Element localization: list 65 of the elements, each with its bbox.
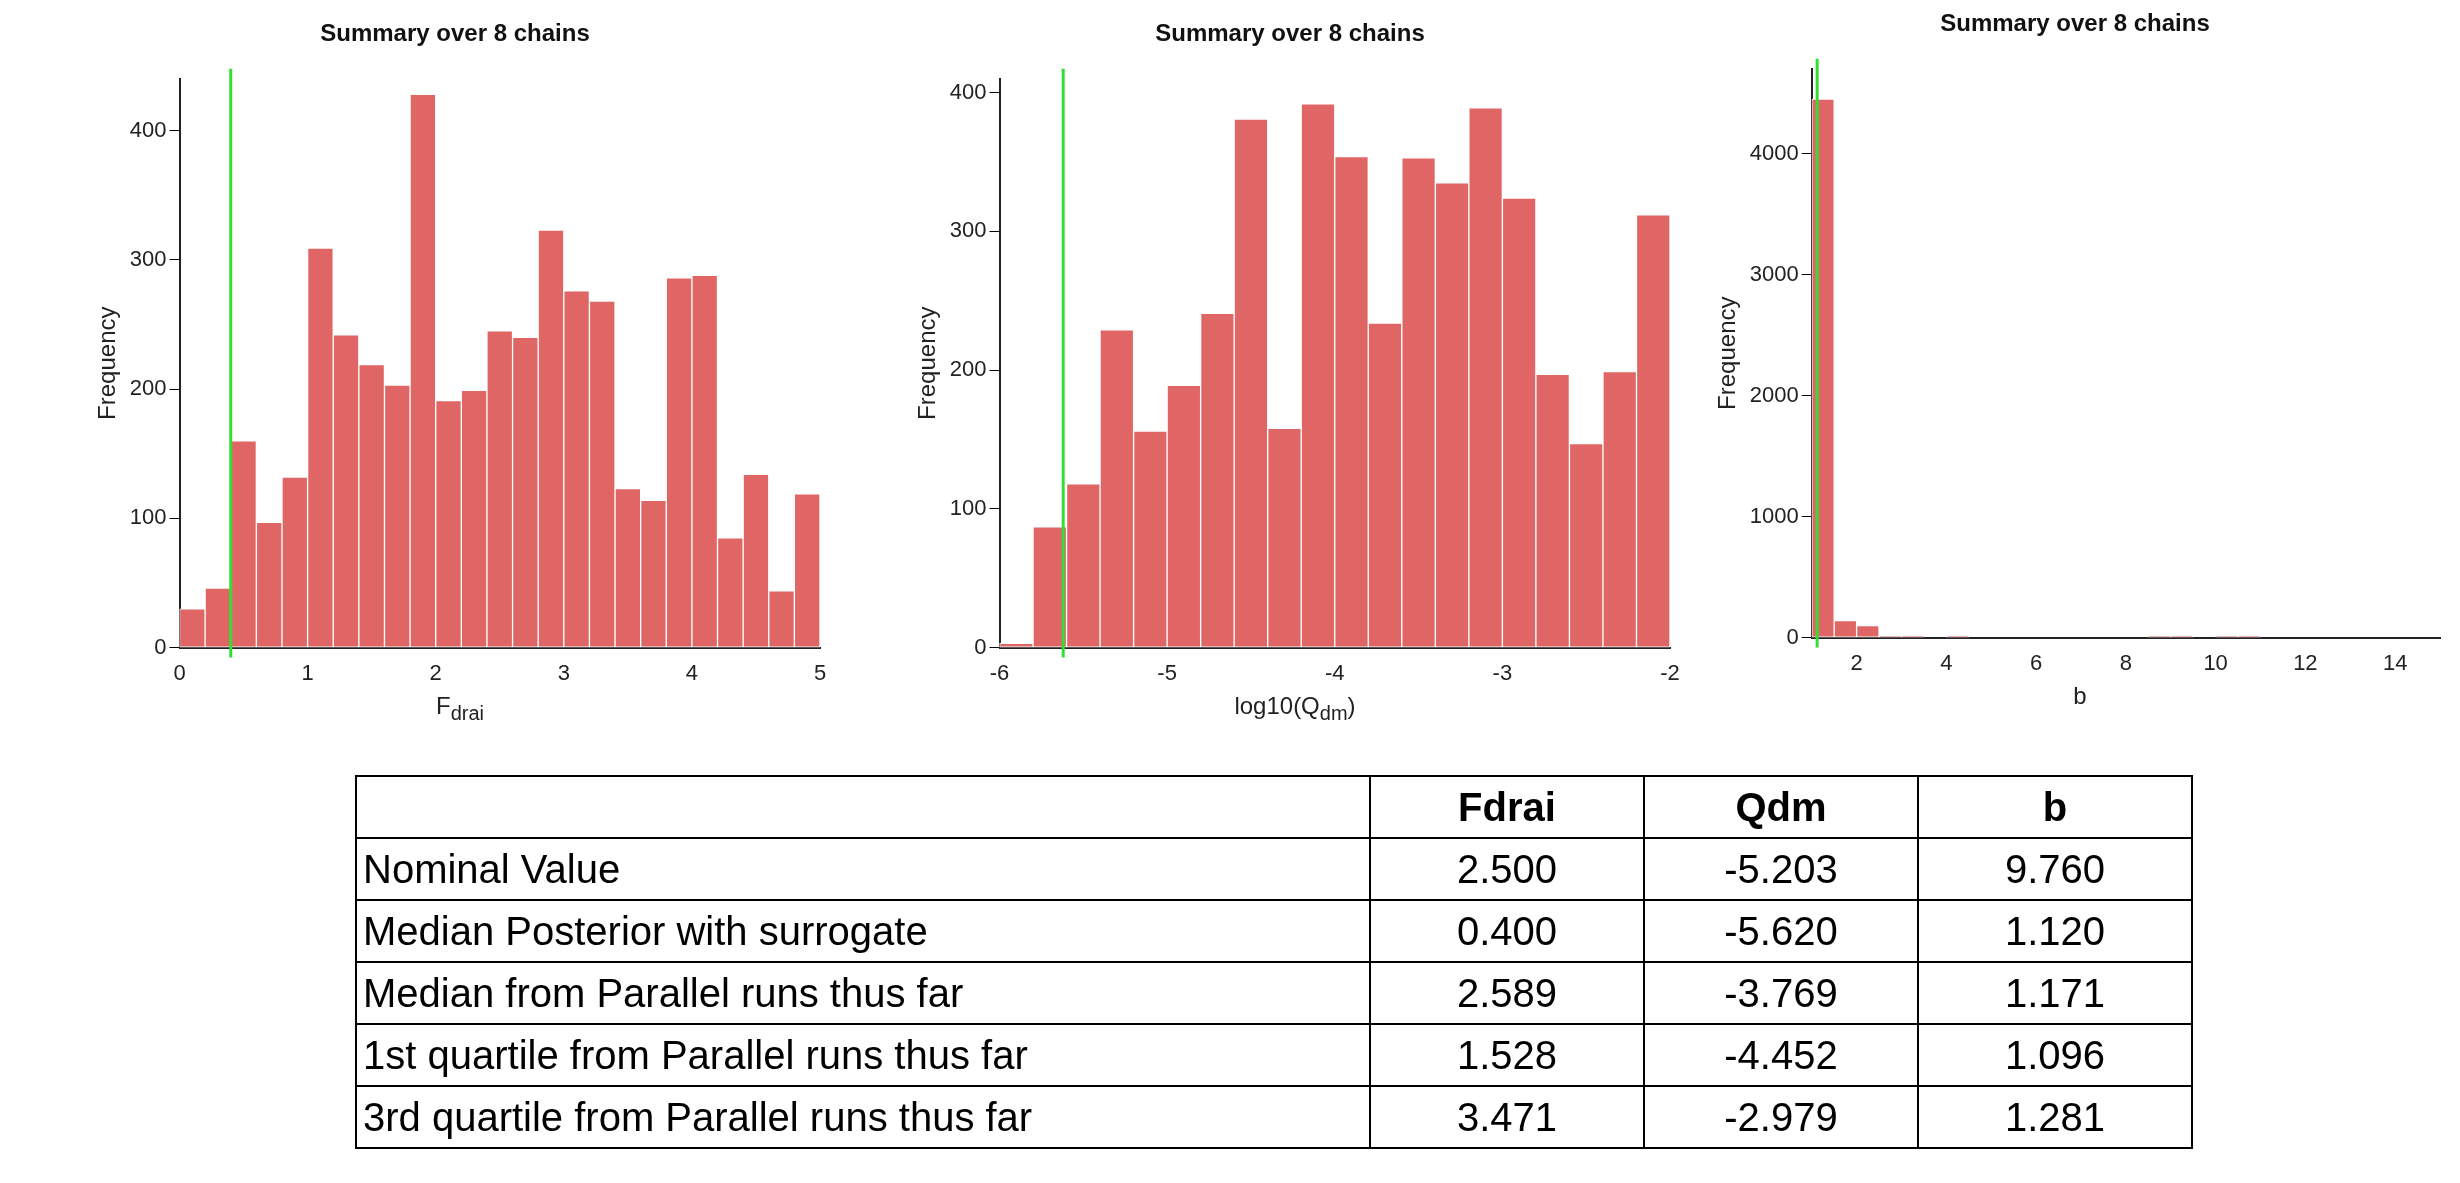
y-tick-label: 300 bbox=[129, 245, 167, 271]
x-tick-label: 5 bbox=[813, 659, 827, 685]
category-label: Qdm bbox=[1644, 776, 1918, 838]
text: 1.120 bbox=[2004, 908, 2106, 953]
text: 2.589 bbox=[1456, 970, 1558, 1015]
chart-title: Summary over 8 chains bbox=[1155, 19, 1425, 47]
y-axis-title: Frequency bbox=[913, 306, 941, 420]
y-tick-label: 200 bbox=[129, 375, 167, 401]
x-tick-label: 10 bbox=[2203, 649, 2228, 675]
text: -4.452 bbox=[1724, 1032, 1838, 1077]
category-label: Median from Parallel runs thus far bbox=[363, 970, 964, 1015]
y-tick-label: 0 bbox=[974, 633, 987, 659]
x-tick-label: -3 bbox=[1492, 659, 1513, 685]
y-tick-label: 2000 bbox=[1749, 381, 1799, 407]
category-label: 3rd quartile from Parallel runs thus far bbox=[363, 1094, 1033, 1139]
y-tick-label: 100 bbox=[949, 494, 987, 520]
x-axis-title: b bbox=[2072, 682, 2088, 710]
text: 0.400 bbox=[1456, 908, 1558, 953]
y-axis-title: Frequency bbox=[1713, 296, 1741, 410]
text: -2.979 bbox=[1724, 1094, 1838, 1139]
y-tick-label: 300 bbox=[949, 217, 987, 243]
chart-title: Summary over 8 chains bbox=[320, 19, 590, 47]
y-tick-label: 1000 bbox=[1749, 502, 1799, 528]
x-tick-label: -2 bbox=[1660, 659, 1680, 685]
x-tick-label: 4 bbox=[685, 659, 699, 685]
x-tick-label: 2 bbox=[429, 659, 442, 685]
text: 1.528 bbox=[1456, 1032, 1558, 1077]
text: -5.620 bbox=[1724, 908, 1838, 953]
text: 3.471 bbox=[1456, 1094, 1558, 1139]
text: 1.096 bbox=[2004, 1032, 2106, 1077]
text: -5.203 bbox=[1724, 846, 1838, 891]
x-tick-label: -4 bbox=[1324, 659, 1345, 685]
chart-title: Summary over 8 chains bbox=[1940, 9, 2210, 37]
category-label: Median Posterior with surrogate bbox=[363, 908, 928, 953]
category-label: b bbox=[1918, 776, 2192, 838]
x-tick-label: 3 bbox=[557, 659, 570, 685]
x-axis-title: F$_{drai}$ bbox=[435, 692, 485, 725]
category-label: Fdrai bbox=[1370, 776, 1644, 838]
y-tick-label: 400 bbox=[949, 78, 987, 104]
text: -3.769 bbox=[1724, 970, 1838, 1015]
y-tick-label: 0 bbox=[154, 633, 167, 659]
y-tick-label: 4000 bbox=[1749, 139, 1799, 165]
y-tick-label: 3000 bbox=[1749, 260, 1799, 286]
x-tick-label: 12 bbox=[2293, 649, 2318, 675]
text: 1.281 bbox=[2004, 1094, 2106, 1139]
x-tick-label: 1 bbox=[301, 659, 314, 685]
category-label: Nominal Value bbox=[363, 846, 621, 891]
x-tick-label: 4 bbox=[1940, 649, 1953, 675]
x-tick-label: 14 bbox=[2382, 649, 2408, 675]
y-tick-label: 200 bbox=[949, 356, 987, 382]
y-axis-title: Frequency bbox=[93, 306, 121, 420]
y-tick-label: 400 bbox=[129, 116, 167, 142]
x-tick-label: 6 bbox=[2029, 649, 2043, 675]
y-tick-label: 0 bbox=[1786, 623, 1799, 649]
x-tick-label: -6 bbox=[989, 659, 1010, 685]
text: 2.500 bbox=[1456, 846, 1558, 891]
category-label: 1st quartile from Parallel runs thus far bbox=[363, 1032, 1028, 1077]
x-tick-label: 2 bbox=[1850, 649, 1863, 675]
x-tick-label: 0 bbox=[173, 659, 186, 685]
y-tick-label: 100 bbox=[129, 504, 167, 530]
text: 1.171 bbox=[2004, 970, 2106, 1015]
x-tick-label: 8 bbox=[2119, 649, 2132, 675]
x-axis-title: log10(Q$_{dm}$) bbox=[1233, 692, 1357, 725]
x-tick-label: -5 bbox=[1157, 659, 1177, 685]
text: 9.760 bbox=[2004, 846, 2106, 891]
